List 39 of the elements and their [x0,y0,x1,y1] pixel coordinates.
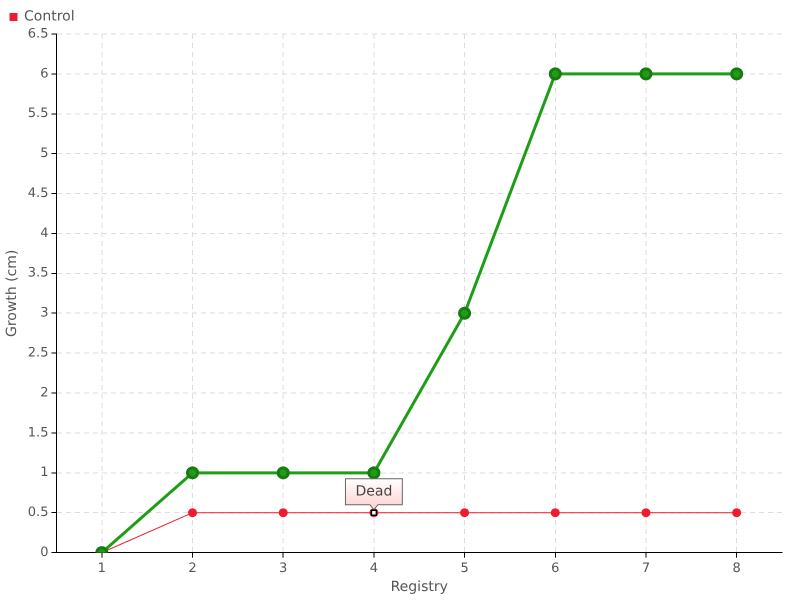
y-tick-label: 2.5 [28,346,48,361]
y-tick-label: 6 [40,66,48,82]
point [730,67,744,80]
point [186,466,200,480]
point [548,67,562,80]
legend-label: Control [24,8,75,25]
y-tick-label: 3.5 [28,266,48,281]
y-axis-title: Growth (cm) [4,250,20,337]
x-tick-label: 5 [460,560,469,576]
point [460,508,470,518]
x-tick-label: 6 [551,560,560,576]
y-tick-label: 5.5 [28,106,48,122]
y-tick-label: 5 [40,146,48,162]
x-tick-label: 2 [188,560,197,576]
x-axis-title: Registry [390,579,448,596]
y-tick-label: 1 [40,465,48,480]
point [550,508,560,518]
y-tick-label: 4 [40,226,48,241]
y-tick-label: 4.5 [28,186,48,201]
point [639,67,652,80]
point [732,508,742,518]
x-tick-label: 8 [732,560,741,576]
point [276,466,290,480]
point [641,508,650,518]
y-tick-label: 1.5 [28,425,48,440]
y-tick-label: 0 [40,544,48,560]
x-tick-label: 3 [279,560,288,576]
point [188,508,198,518]
x-tick-label: 1 [98,560,106,576]
y-tick-label: 6.5 [28,26,48,42]
point [367,466,380,480]
y-tick-label: 3 [40,306,48,321]
y-tick-label: 0.5 [28,505,48,520]
y-tick-label: 2 [40,385,48,400]
point [278,508,288,518]
annotation: Dead [355,483,392,500]
x-tick-label: 4 [370,560,378,576]
point [458,306,472,320]
x-tick-label: 7 [642,560,650,576]
